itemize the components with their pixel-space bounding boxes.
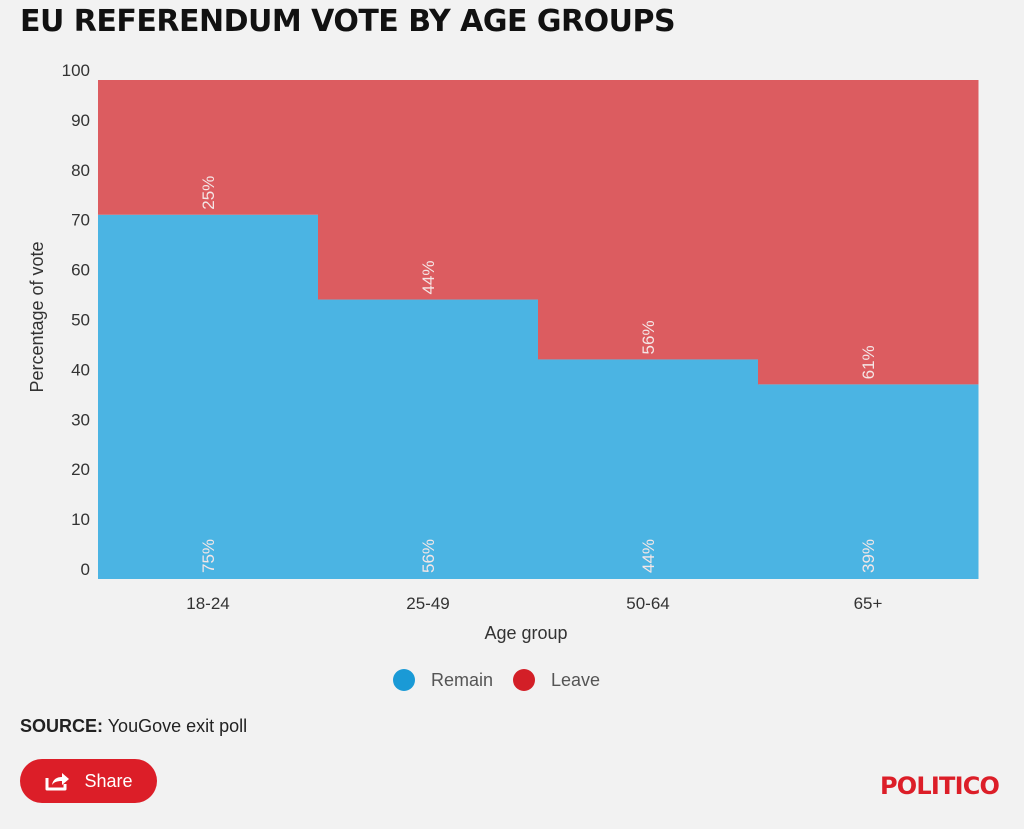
y-tick-label: 40: [71, 360, 90, 379]
bar-leave-1: [318, 80, 539, 300]
source-text: YouGove exit poll: [107, 716, 248, 736]
bar-leave-2: [538, 80, 759, 360]
source-note: SOURCE: YouGove exit poll: [20, 716, 247, 737]
bar-leave-3: [758, 80, 979, 385]
bar-leave-0: [98, 80, 319, 215]
politico-logo: POLITICO: [880, 772, 1000, 800]
data-label-leave-0: 25%: [199, 176, 218, 210]
legend-swatch-leave[interactable]: [513, 669, 535, 691]
source-label: SOURCE:: [20, 716, 104, 736]
y-tick-label: 90: [71, 111, 90, 130]
data-label-leave-3: 61%: [859, 345, 878, 379]
y-tick-label: 100: [62, 61, 90, 80]
bar-remain-1: [318, 299, 539, 579]
legend-swatch-remain[interactable]: [393, 669, 415, 691]
data-label-leave-2: 56%: [639, 320, 658, 354]
y-tick-label: 0: [81, 560, 90, 579]
share-icon: [45, 773, 70, 791]
chart: 75% 25% 56% 44% 44% 56% 39% 61% 0 10 20 30 40 50 60 70 8…: [27, 61, 979, 691]
data-label-remain-1: 56%: [419, 539, 438, 573]
bar-remain-3: [758, 384, 979, 579]
y-tick-label: 60: [71, 261, 90, 280]
y-tick-label: 80: [71, 161, 90, 180]
y-tick-label: 30: [71, 410, 90, 429]
chart-title: EU REFERENDUM VOTE BY AGE GROUPS: [20, 4, 676, 39]
x-axis-title: Age group: [484, 623, 567, 643]
y-axis-title: Percentage of vote: [27, 241, 47, 392]
y-tick-label: 50: [71, 311, 90, 330]
x-tick-label: 18-24: [186, 594, 229, 613]
bar-remain-2: [538, 359, 759, 579]
legend-label-leave[interactable]: Leave: [551, 670, 600, 690]
data-label-remain-3: 39%: [859, 539, 878, 573]
y-tick-label: 70: [71, 211, 90, 230]
data-label-leave-1: 44%: [419, 261, 438, 295]
x-tick-label: 50-64: [626, 594, 669, 613]
y-tick-label: 10: [71, 510, 90, 529]
x-tick-label: 65+: [854, 594, 883, 613]
legend-label-remain[interactable]: Remain: [431, 670, 493, 690]
y-tick-label: 20: [71, 460, 90, 479]
data-label-remain-2: 44%: [639, 539, 658, 573]
data-label-remain-0: 75%: [199, 539, 218, 573]
bar-remain-0: [98, 214, 319, 580]
x-tick-label: 25-49: [406, 594, 449, 613]
share-label: Share: [84, 770, 133, 791]
share-button[interactable]: Share: [20, 759, 157, 803]
